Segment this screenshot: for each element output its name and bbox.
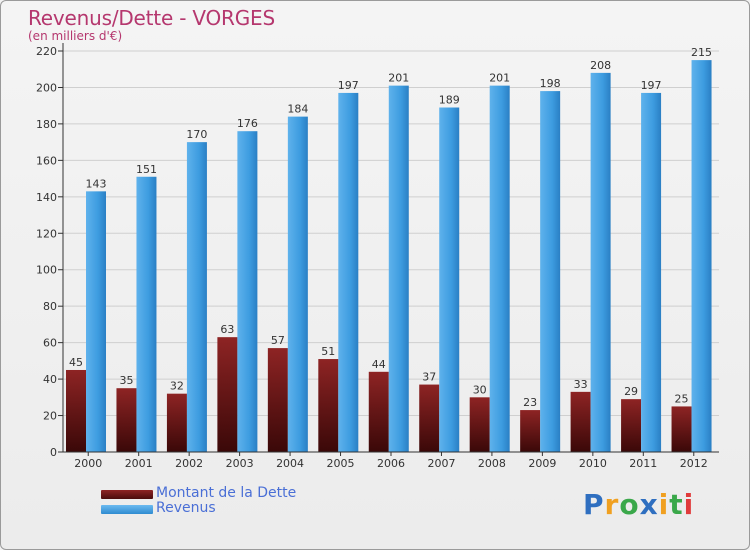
bar-debt (570, 391, 591, 452)
y-tick-label: 20 (43, 410, 57, 423)
y-tick-label: 140 (36, 191, 57, 204)
y-tick-label: 100 (36, 264, 57, 277)
data-label-revenue: 215 (691, 46, 712, 59)
bar-debt (368, 371, 389, 452)
legend-label-debt: Montant de la Dette (156, 485, 297, 501)
bar-debt (520, 410, 541, 452)
data-label-debt: 57 (271, 334, 285, 347)
bar-revenue (590, 72, 611, 452)
data-label-debt: 35 (119, 374, 133, 387)
bar-debt (116, 388, 137, 452)
axes: 0 20 40 60 80 100 120 140 160 180 200 220 2000 2001 20… (36, 43, 719, 470)
logo-letter: x (639, 488, 659, 521)
chart-subtitle: (en milliers d'€) (28, 29, 123, 43)
chart-title: Revenus/Dette - VORGES (28, 6, 275, 30)
bar-debt (318, 359, 339, 452)
data-label-revenue: 151 (136, 163, 157, 176)
bar-debt (267, 348, 288, 452)
data-label-debt: 32 (170, 380, 184, 393)
data-label-debt: 30 (473, 383, 487, 396)
data-label-revenue: 197 (338, 79, 359, 92)
data-label-revenue: 201 (489, 72, 510, 85)
bar-revenue (540, 91, 561, 452)
data-label-revenue: 170 (186, 128, 207, 141)
data-label-revenue: 143 (86, 177, 107, 190)
x-tick-label: 2009 (528, 457, 556, 470)
data-label-revenue: 176 (237, 117, 258, 130)
bar-revenue (287, 116, 308, 453)
x-tick-label: 2010 (579, 457, 607, 470)
data-label-revenue: 208 (590, 59, 611, 72)
x-tick-label: 2004 (276, 457, 304, 470)
logo-letter: r (604, 488, 620, 521)
data-label-revenue: 198 (540, 77, 561, 90)
bar-debt (621, 399, 642, 452)
bar-revenue (136, 176, 157, 452)
data-label-debt: 29 (624, 385, 638, 398)
logo-letter: t (669, 488, 684, 521)
logo-letter: i (658, 488, 670, 521)
proxiti-logo: Proxiti (583, 488, 694, 521)
bar-revenue (338, 92, 359, 452)
y-tick-label: 160 (36, 154, 57, 167)
data-label-debt: 25 (675, 392, 689, 405)
logo-letter: i (683, 488, 695, 521)
data-label-debt: 33 (574, 378, 588, 391)
data-label-debt: 51 (321, 345, 335, 358)
bar-revenue (641, 92, 662, 452)
x-tick-label: 2003 (226, 457, 254, 470)
bar-revenue (388, 85, 409, 452)
x-tick-label: 2000 (74, 457, 102, 470)
x-tick-label: 2011 (629, 457, 657, 470)
data-label-revenue: 201 (388, 72, 409, 85)
bar-revenue (439, 107, 460, 452)
data-label-debt: 23 (523, 396, 537, 409)
data-label-debt: 63 (220, 323, 234, 336)
bar-revenue (186, 142, 207, 453)
y-tick-label: 80 (43, 300, 57, 313)
y-tick-label: 180 (36, 118, 57, 131)
y-tick-label: 60 (43, 337, 57, 350)
y-tick-label: 120 (36, 227, 57, 240)
x-tick-label: 2008 (478, 457, 506, 470)
y-tick-label: 200 (36, 81, 57, 94)
data-label-debt: 44 (372, 358, 386, 371)
bar-debt (166, 393, 187, 452)
x-tick-label: 2006 (377, 457, 405, 470)
bar-debt (217, 337, 238, 452)
bar-debt (469, 397, 490, 452)
x-tick-label: 2001 (125, 457, 153, 470)
y-tick-label: 40 (43, 373, 57, 386)
data-label-debt: 37 (422, 371, 436, 384)
bars: 45 143 35 151 32 170 63 176 57 184 51 197 44 201 37 189… (66, 46, 712, 453)
bar-revenue (489, 85, 510, 452)
legend-label-revenue: Revenus (156, 500, 216, 516)
data-label-debt: 45 (69, 356, 83, 369)
logo-letter: o (619, 488, 640, 521)
bar-revenue (237, 131, 258, 452)
bar-debt (671, 406, 692, 452)
legend-swatch-revenue (101, 505, 153, 514)
logo-letter: P (583, 488, 605, 521)
bar-revenue (691, 60, 712, 452)
y-tick-label: 220 (36, 45, 57, 58)
data-label-revenue: 184 (287, 103, 308, 116)
bar-debt (419, 384, 440, 452)
x-tick-label: 2012 (680, 457, 708, 470)
legend-swatch-debt (101, 490, 153, 499)
bar-revenue (86, 191, 106, 452)
x-tick-label: 2002 (175, 457, 203, 470)
data-label-revenue: 197 (641, 79, 662, 92)
bar-debt (66, 369, 86, 452)
y-tick-label: 0 (50, 446, 57, 459)
x-tick-label: 2005 (327, 457, 355, 470)
data-label-revenue: 189 (439, 94, 460, 107)
x-tick-label: 2007 (427, 457, 455, 470)
